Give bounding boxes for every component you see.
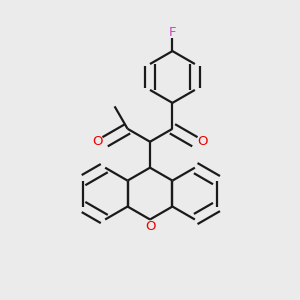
Text: O: O: [197, 135, 208, 148]
Text: O: O: [145, 220, 155, 233]
Text: F: F: [169, 26, 176, 39]
Text: O: O: [92, 135, 103, 148]
